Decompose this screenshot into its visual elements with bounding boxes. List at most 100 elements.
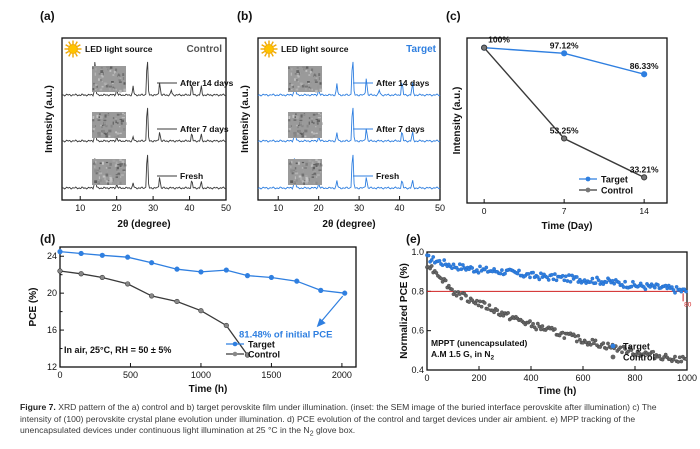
sem-grain — [290, 180, 294, 184]
sem-grain — [288, 66, 290, 70]
sem-grain — [94, 114, 96, 117]
sem-grain — [103, 121, 107, 124]
sem-grain — [108, 166, 111, 170]
sem-grain — [104, 114, 107, 118]
x-tick-label: 0 — [424, 373, 429, 383]
x-tick-label: 1000 — [677, 373, 697, 383]
sem-grain — [119, 159, 122, 161]
sem-grain — [291, 160, 293, 164]
scatter-point — [656, 283, 660, 287]
x-tick-label: 0 — [57, 370, 62, 380]
sem-grain — [105, 71, 108, 75]
data-label: 86.33% — [630, 61, 659, 71]
scatter-point — [684, 357, 688, 361]
condition-subscript: 2 — [491, 355, 495, 362]
plot-frame-e — [426, 251, 688, 371]
scatter-point — [596, 278, 601, 283]
sem-grain — [316, 121, 318, 125]
scatter-point — [588, 280, 593, 284]
scatter-point — [457, 262, 462, 267]
scatter-point — [464, 293, 468, 298]
sem-grain — [314, 75, 316, 79]
scatter-point — [528, 275, 532, 280]
sem-grain — [294, 171, 298, 174]
sem-grain — [297, 85, 300, 88]
sem-grain — [295, 132, 299, 135]
sem-grain — [295, 115, 299, 119]
sem-grain — [107, 182, 109, 185]
sem-grain — [105, 135, 108, 138]
sun-ray — [76, 44, 81, 48]
sem-grain — [109, 69, 112, 72]
sem-grain — [315, 118, 319, 120]
sem-grain — [308, 74, 311, 76]
sem-grain — [316, 113, 318, 115]
scatter-point — [443, 278, 448, 283]
scatter-point — [534, 327, 539, 332]
sun-ray — [264, 52, 268, 57]
data-point — [318, 287, 324, 293]
data-point — [99, 274, 105, 281]
scatter-point — [652, 285, 657, 290]
sem-grain — [100, 66, 103, 69]
sem-grain — [116, 166, 119, 170]
sem-grain — [106, 181, 110, 183]
x-tick-label: 10 — [273, 203, 283, 213]
scatter-point — [651, 349, 656, 354]
sem-grain — [103, 82, 107, 85]
sem-grain — [114, 81, 116, 84]
sem-grain — [290, 161, 292, 164]
sem-grain — [102, 72, 104, 76]
scatter-point — [535, 321, 540, 326]
legend-marker — [232, 351, 238, 357]
sem-grain — [99, 179, 102, 182]
data-point — [125, 281, 131, 287]
scatter-point — [578, 277, 582, 282]
caption-label: Figure 7. — [20, 402, 56, 412]
sem-grain — [293, 134, 297, 137]
x-tick-label: 10 — [75, 203, 85, 213]
sem-grain — [317, 116, 321, 119]
sem-grain — [106, 66, 110, 68]
sem-grain — [308, 121, 310, 125]
sem-grain — [301, 124, 304, 128]
scatter-point — [673, 354, 677, 359]
scatter-point — [554, 278, 559, 283]
sem-grain — [106, 132, 109, 136]
sem-grain — [297, 80, 299, 83]
sem-grain — [302, 164, 304, 168]
scatter-point — [498, 313, 503, 318]
scatter-point — [676, 360, 681, 364]
scatter-point — [476, 303, 481, 308]
sem-grain — [305, 66, 309, 69]
sun-ray — [76, 50, 81, 54]
x-tick-label: 400 — [523, 373, 538, 383]
sem-grain — [94, 72, 97, 76]
data-label: 53.25% — [550, 125, 579, 135]
sem-grain — [115, 131, 117, 134]
scatter-point — [531, 321, 535, 326]
data-point — [244, 352, 251, 358]
sem-grain — [307, 81, 310, 83]
sem-grain — [120, 113, 122, 115]
scatter-point — [498, 271, 503, 276]
sem-grain — [106, 175, 109, 179]
scatter-point — [617, 280, 621, 285]
x-tick-label: 7 — [562, 206, 567, 216]
scatter-point — [475, 268, 479, 272]
legend-marker — [585, 176, 591, 182]
scatter-point — [531, 270, 535, 275]
sem-grain — [303, 162, 306, 166]
sem-grain — [114, 135, 117, 139]
data-point — [125, 254, 131, 260]
sem-grain — [113, 84, 117, 86]
sem-grain — [100, 70, 104, 74]
sem-grain — [302, 170, 305, 172]
xrd-trace — [257, 107, 441, 143]
scatter-point — [684, 289, 688, 294]
sem-grain — [316, 174, 320, 177]
sem-grain — [288, 88, 291, 91]
sem-grain — [121, 85, 123, 89]
sem-grain — [115, 176, 119, 179]
sem-inset — [288, 159, 323, 185]
